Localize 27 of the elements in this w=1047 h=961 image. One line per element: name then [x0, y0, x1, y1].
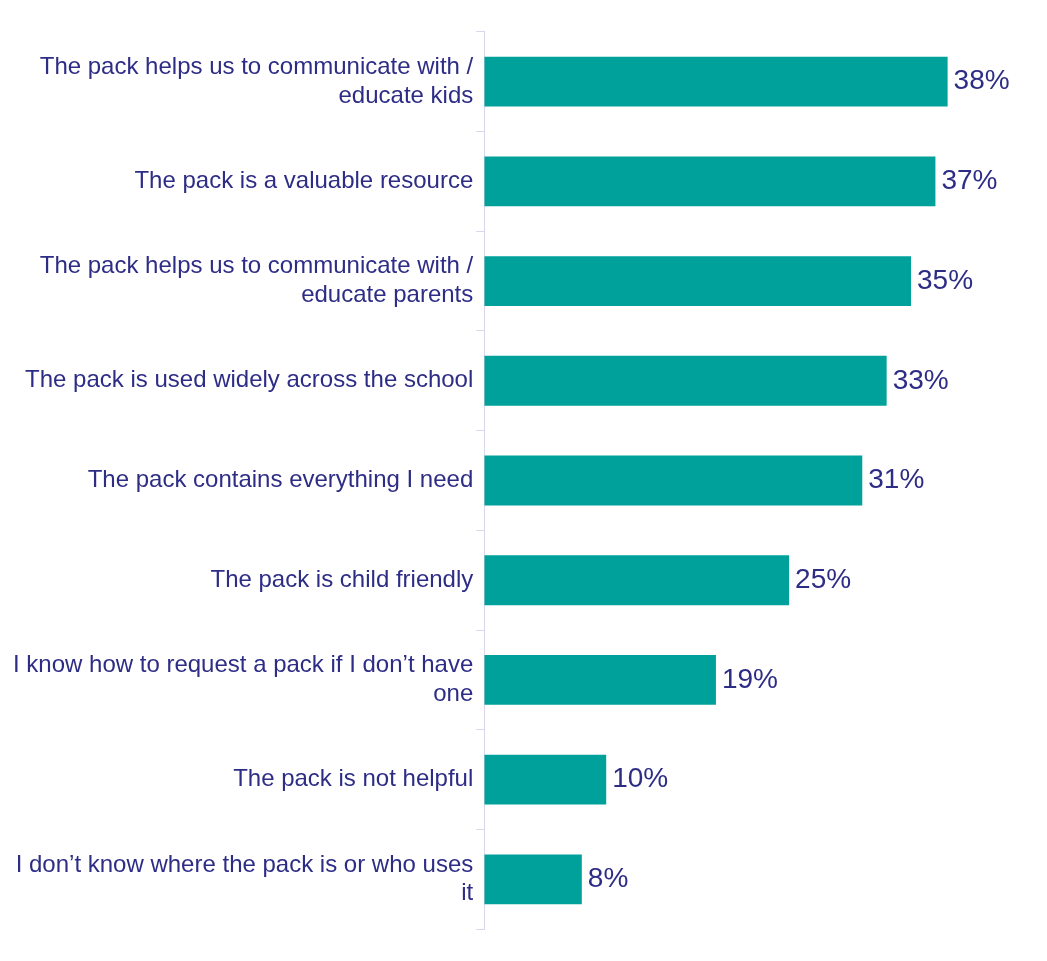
bar	[484, 156, 936, 207]
bar	[484, 654, 716, 705]
bar	[484, 754, 607, 805]
y-tick-label: The pack is not helpful	[233, 764, 474, 792]
y-tick-label: The pack helps us to communicate with / educate parents	[39, 251, 474, 308]
bar	[484, 455, 863, 506]
bar	[484, 854, 582, 905]
data-label: 19%	[721, 662, 778, 694]
y-tick-label: The pack is a valuable resource	[134, 165, 474, 193]
y-tick-label: The pack is used widely across the school	[25, 365, 474, 393]
data-label: 25%	[795, 562, 852, 594]
data-label: 37%	[941, 164, 998, 196]
data-label: 31%	[868, 463, 925, 495]
data-label: 8%	[587, 862, 629, 894]
y-tick-label: The pack is child friendly	[210, 564, 474, 592]
bar	[484, 355, 887, 406]
bar	[484, 555, 790, 606]
y-tick-label: The pack helps us to communicate with / educate kids	[39, 51, 474, 108]
data-label: 35%	[917, 263, 974, 295]
data-label: 38%	[953, 64, 1010, 96]
bar	[484, 256, 912, 307]
data-label: 33%	[892, 363, 949, 395]
y-tick-label: The pack contains everything I need	[87, 465, 474, 493]
data-label: 10%	[612, 762, 669, 794]
y-tick-label: I know how to request a pack if I don’t have one	[13, 650, 474, 706]
bar	[484, 56, 948, 107]
y-tick-label: I don’t know where the pack is or who uses it	[15, 849, 474, 906]
